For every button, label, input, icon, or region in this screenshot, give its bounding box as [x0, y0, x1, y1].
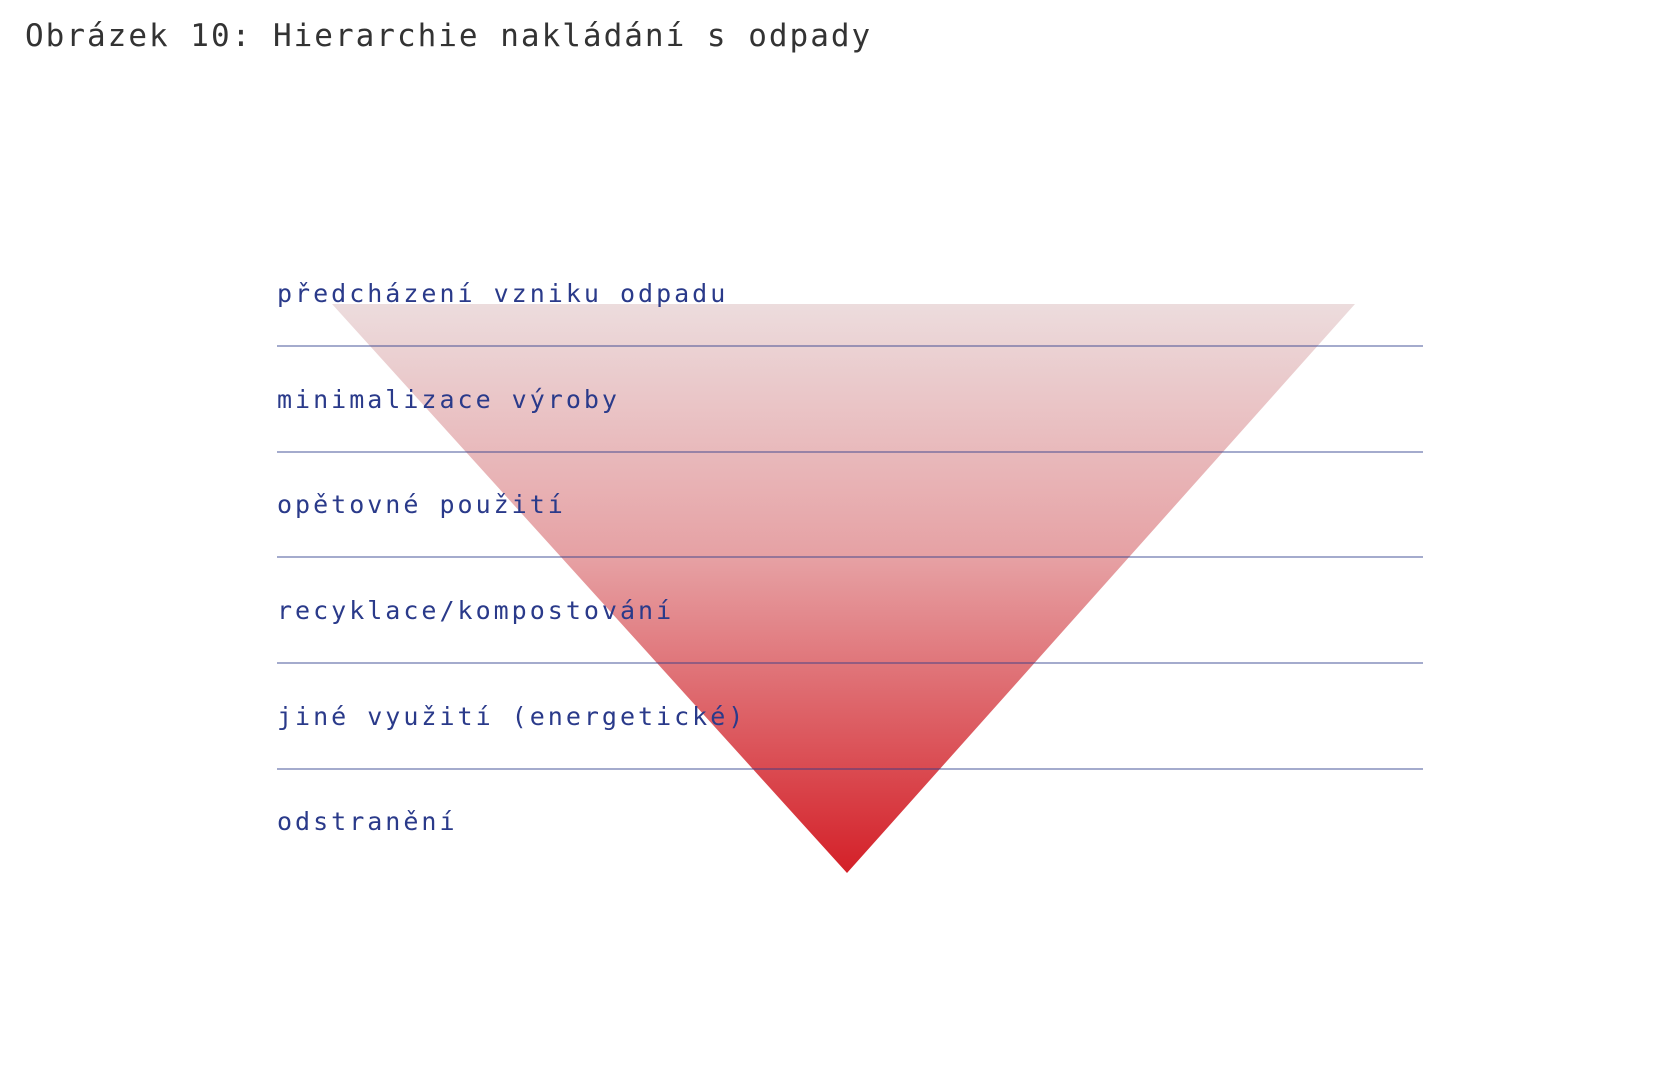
level-label-minimization: minimalizace výroby	[277, 385, 620, 414]
level-dividers	[277, 345, 1423, 770]
level-label-prevention: předcházení vzniku odpadu	[277, 279, 729, 308]
page-title: Obrázek 10: Hierarchie nakládání s odpad…	[25, 18, 873, 54]
level-label-recycling: recyklace/kompostování	[277, 596, 675, 625]
level-label-disposal: odstranění	[277, 807, 458, 836]
level-label-reuse: opětovné použití	[277, 490, 566, 519]
inverted-pyramid	[332, 304, 1355, 873]
level-label-energy-recovery: jiné využití (energetické)	[277, 702, 747, 731]
